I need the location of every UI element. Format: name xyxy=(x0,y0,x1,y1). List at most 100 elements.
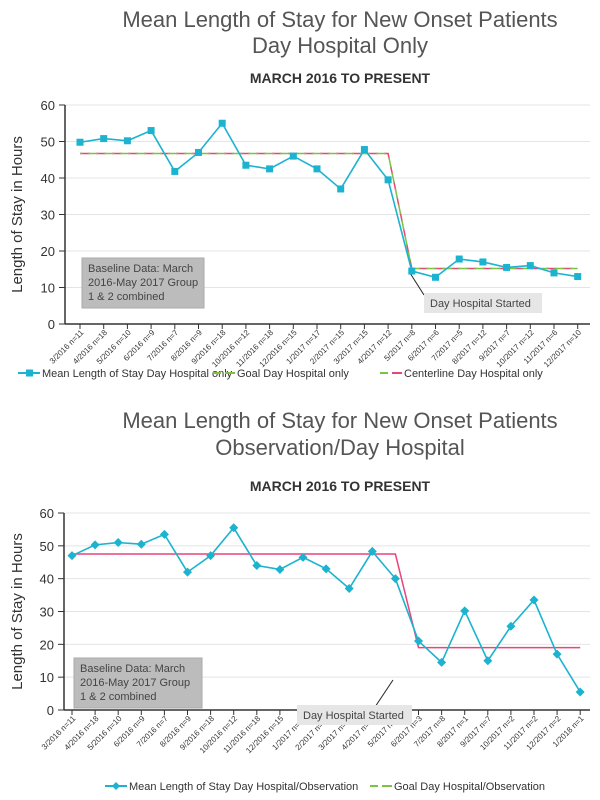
legend-label: Goal Day Hospital/Observation xyxy=(394,781,545,793)
legend-label: Mean Length of Stay Day Hospital only xyxy=(42,368,233,380)
callout-pointer xyxy=(374,679,394,708)
legend-item: Mean Length of Stay Day Hospital only xyxy=(18,368,233,380)
note-text: 2016-May 2017 Group xyxy=(80,677,190,689)
data-point xyxy=(526,262,534,270)
data-point xyxy=(147,127,155,135)
legend-item: Goal Day Hospital/Observation xyxy=(370,781,545,793)
legend-marker xyxy=(26,369,33,377)
chart-title-line2: Day Hospital Only xyxy=(252,33,428,58)
legend-item: Mean Length of Stay Day Hospital/Observa… xyxy=(105,781,358,793)
y-tick-label: 0 xyxy=(47,703,54,718)
data-point xyxy=(321,564,331,574)
data-point xyxy=(159,529,169,539)
callout-pointer xyxy=(409,272,425,296)
data-point xyxy=(298,552,308,562)
data-point xyxy=(552,649,562,659)
data-point xyxy=(313,165,321,173)
note-box xyxy=(81,257,205,309)
data-point xyxy=(67,551,77,561)
day-hospital-started-callout: Day Hospital Started xyxy=(297,679,412,725)
data-point xyxy=(360,146,368,154)
data-point xyxy=(337,185,345,193)
data-point xyxy=(390,574,400,584)
legend-item: Goal Day Hospital only xyxy=(213,368,349,380)
y-tick-label: 10 xyxy=(40,670,54,685)
data-point xyxy=(171,167,179,175)
data-point xyxy=(100,135,108,143)
data-point xyxy=(550,269,558,277)
y-tick-label: 0 xyxy=(48,317,55,332)
data-point xyxy=(275,564,285,574)
y-tick-label: 30 xyxy=(41,208,55,223)
legend-label: Mean Length of Stay Day Hospital/Observa… xyxy=(129,781,358,793)
legend-label: Goal Day Hospital only xyxy=(237,368,349,380)
data-point xyxy=(367,546,377,556)
data-point xyxy=(113,538,123,548)
chart-title: Mean Length of Stay for New Onset Patien… xyxy=(122,7,557,32)
data-point xyxy=(529,595,539,605)
callout-box xyxy=(297,705,412,725)
legend: Mean Length of Stay Day Hospital/Observa… xyxy=(105,781,545,793)
data-point xyxy=(384,176,392,184)
series-line-2 xyxy=(80,152,578,270)
data-point xyxy=(242,161,250,169)
baseline-note: Baseline Data: March 2016-May 2017 Group 1… xyxy=(81,257,205,309)
series-line-3 xyxy=(72,553,581,649)
data-point xyxy=(479,258,487,266)
legend: Mean Length of Stay Day Hospital only Goa… xyxy=(18,368,543,380)
note-text: 1 & 2 combined xyxy=(80,691,156,703)
note-text: 1 & 2 combined xyxy=(88,291,164,303)
data-point xyxy=(437,657,447,667)
chart-subtitle: MARCH 2016 TO PRESENT xyxy=(250,478,431,494)
note-text: Baseline Data: March xyxy=(88,263,193,275)
chart-1: Mean Length of Stay for New Onset Patien… xyxy=(9,7,590,380)
data-point xyxy=(503,263,511,271)
data-point xyxy=(289,152,297,160)
data-point xyxy=(266,165,274,173)
data-point xyxy=(183,567,192,577)
data-point xyxy=(136,539,146,549)
data-point xyxy=(408,267,416,275)
y-tick-label: 50 xyxy=(41,135,55,150)
data-point xyxy=(229,523,239,533)
y-axis-label: Length of Stay in Hours xyxy=(9,136,26,293)
chart-2: Mean Length of Stay for New Onset Patien… xyxy=(9,408,590,793)
data-point xyxy=(195,148,202,156)
data-point xyxy=(90,540,100,550)
y-tick-label: 50 xyxy=(40,539,54,554)
data-point xyxy=(455,255,463,263)
data-point xyxy=(123,137,131,145)
note-text: 2016-May 2017 Group xyxy=(88,277,198,289)
callout-text: Day Hospital Started xyxy=(430,298,531,310)
legend-item: Centerline Day Hospital only xyxy=(380,368,543,380)
baseline-note: Baseline Data: March 2016-May 2017 Group 1… xyxy=(73,657,203,709)
data-point xyxy=(218,119,226,127)
y-tick-label: 60 xyxy=(40,506,54,521)
note-text: Baseline Data: March xyxy=(80,663,185,675)
chart-subtitle: MARCH 2016 TO PRESENT xyxy=(250,70,431,86)
chart-title-line2: Observation/Day Hospital xyxy=(215,435,464,460)
y-tick-label: 60 xyxy=(41,98,55,113)
data-point xyxy=(575,687,585,697)
day-hospital-started-callout: Day Hospital Started xyxy=(409,272,542,313)
data-point xyxy=(574,273,582,281)
data-point xyxy=(483,656,493,666)
callout-text: Day Hospital Started xyxy=(303,710,404,722)
chart-title: Mean Length of Stay for New Onset Patien… xyxy=(122,408,557,433)
data-point xyxy=(252,561,262,571)
y-tick-label: 20 xyxy=(41,244,55,259)
series-line-1 xyxy=(79,121,578,279)
legend-marker xyxy=(112,782,120,790)
y-tick-label: 20 xyxy=(40,637,54,652)
data-point xyxy=(414,636,423,646)
y-tick-label: 10 xyxy=(41,281,55,296)
callout-box xyxy=(424,293,542,313)
y-tick-label: 30 xyxy=(40,605,54,620)
data-point xyxy=(76,138,84,146)
data-point xyxy=(206,551,216,561)
data-point xyxy=(460,606,470,616)
data-point xyxy=(506,621,516,631)
legend-label: Centerline Day Hospital only xyxy=(404,368,543,380)
y-tick-label: 40 xyxy=(40,572,54,587)
